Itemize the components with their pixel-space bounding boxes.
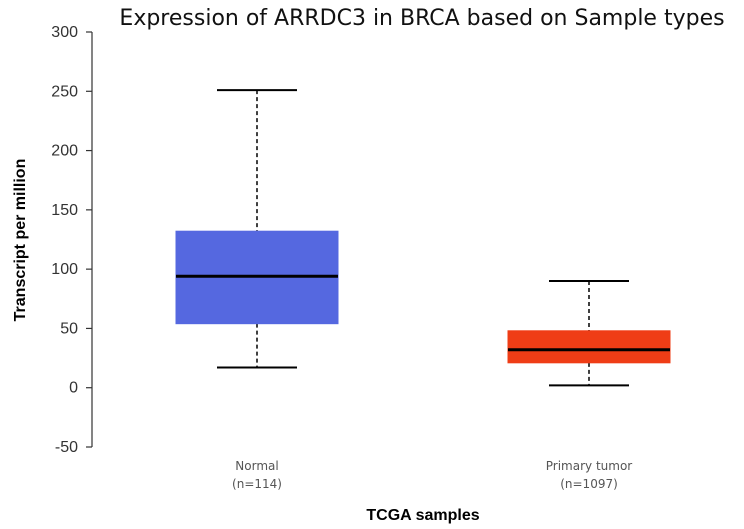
x-axis-label: TCGA samples — [366, 507, 479, 524]
chart-title: Expression of ARRDC3 in BRCA based on Sa… — [119, 6, 724, 31]
x-category-label: Primary tumor — [546, 459, 633, 473]
box-primary-tumor — [507, 280, 671, 387]
x-category-count: (n=1097) — [560, 477, 618, 491]
y-axis: -50 0 50 100 150 200 250 300 — [51, 24, 93, 456]
x-category-count: (n=114) — [232, 477, 282, 491]
y-axis-label: Transcript per million — [12, 159, 29, 322]
iqr-box — [507, 330, 671, 364]
box-groups — [175, 89, 671, 387]
x-category-label: Normal — [235, 459, 278, 473]
y-tick-label: 250 — [51, 83, 78, 100]
y-tick-label: 100 — [51, 261, 78, 278]
y-tick-label: 50 — [60, 320, 78, 337]
box-normal — [175, 89, 339, 369]
y-tick-label: 150 — [51, 202, 78, 219]
y-tick-label: 0 — [69, 380, 78, 397]
y-tick-label: 200 — [51, 143, 78, 160]
x-category-labels: Normal (n=114) Primary tumor (n=1097) — [232, 459, 632, 491]
y-tick-label: -50 — [55, 439, 78, 456]
y-tick-label: 300 — [51, 24, 78, 41]
